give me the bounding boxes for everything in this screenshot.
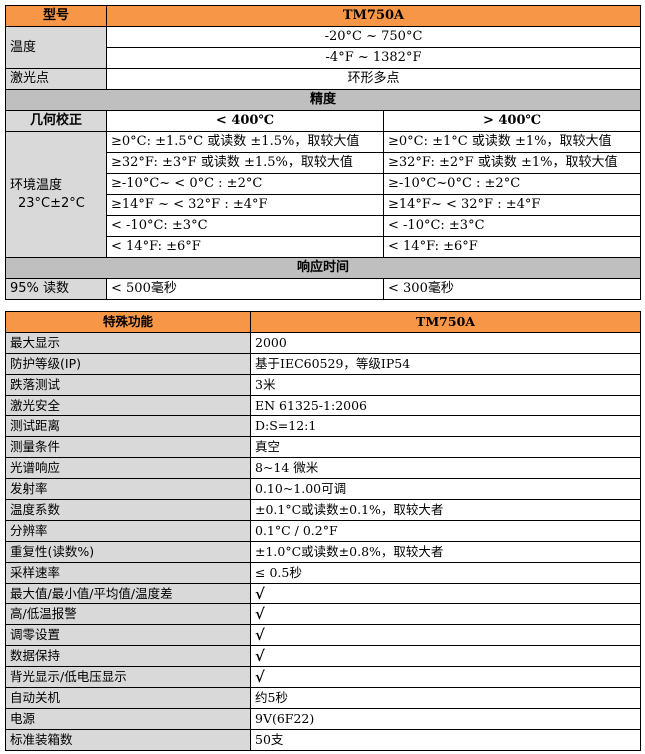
feature-value: 真空 — [250, 436, 641, 459]
feature-value: 2000 — [250, 331, 641, 354]
table-row: 激光安全 EN 61325-1:2006 — [5, 394, 641, 417]
feature-label: 重复性(读数%) — [5, 540, 251, 563]
table-row: 自动关机 约5秒 — [5, 687, 641, 709]
acc-low: ≥14°F ~ < 32°F : ±4°F — [106, 194, 384, 216]
table-row: 电源 9V(6F22) — [5, 707, 641, 730]
acc-high: ≥32°F: ±2°F 或读数 ±1%，取较大值 — [382, 152, 642, 174]
acc-low: < 14°F: ±6°F — [106, 236, 384, 258]
feature-value: √ — [250, 645, 641, 668]
response-title: 响应时间 — [4, 257, 642, 279]
env-label: 环境温度 — [10, 177, 63, 193]
feature-value: √ — [250, 582, 641, 605]
acc-high: < -10°C: ±3°C — [382, 215, 642, 237]
feature-label: 跌落测试 — [5, 373, 251, 396]
feature-label: 背光显示/低电压显示 — [5, 666, 251, 689]
feature-label: 激光安全 — [5, 394, 251, 417]
feature-label: 温度系数 — [5, 499, 251, 521]
acc-high: ≥14°F~ < 32°F : ±4°F — [382, 194, 642, 216]
feature-label: 测试距离 — [5, 415, 251, 438]
header-label: 型号 — [5, 5, 107, 27]
acc-low: ≥0°C: ±1.5°C 或读数 ±1.5%，取较大值 — [106, 131, 384, 153]
feature-label: 标准装箱数 — [5, 728, 251, 751]
feature-value: ±0.1°C或读数±0.1%，取较大者 — [250, 499, 641, 521]
env-cell: 环境温度 23°C±2°C — [5, 131, 107, 258]
feature-value: ≤ 0.5秒 — [250, 561, 641, 584]
acc-high: < 14°F: ±6°F — [382, 236, 642, 258]
table-row: 温度系数 ±0.1°C或读数±0.1%，取较大者 — [5, 499, 641, 521]
temperature-f: -4°F ~ 1382°F — [105, 47, 642, 69]
feature-value: D:S=12:1 — [250, 415, 641, 438]
table-row: 最大显示 2000 — [5, 331, 641, 354]
acc-high: ≥-10°C~0°C : ±2°C — [382, 173, 642, 195]
table-row: 防护等级(IP) 基于IEC60529，等级IP54 — [5, 352, 641, 375]
feature-label: 采样速率 — [5, 561, 251, 584]
feature-value: √ — [250, 603, 641, 626]
feature-value: ±1.0°C或读数±0.8%，取较大者 — [250, 540, 641, 563]
response-low: < 500毫秒 — [106, 278, 384, 300]
feature-value: 3米 — [250, 373, 641, 396]
temperature-label: 温度 — [5, 26, 107, 69]
acc-low: ≥-10°C~ < 0°C : ±2°C — [106, 173, 384, 195]
table-row: 分辨率 0.1°C / 0.2°F — [5, 519, 641, 542]
col-low: < 400℃ — [106, 110, 384, 132]
feature-value: 0.1°C / 0.2°F — [250, 519, 641, 542]
laser-label: 激光点 — [5, 68, 107, 90]
temperature-c: -20°C ~ 750°C — [105, 26, 642, 48]
table-row: 发射率 0.10~1.00可调 — [5, 478, 641, 501]
feature-value: EN 61325-1:2006 — [250, 394, 641, 417]
response-label: 95% 读数 — [5, 278, 107, 300]
feature-label: 防护等级(IP) — [5, 352, 251, 375]
feature-label: 分辨率 — [5, 519, 251, 542]
feature-value: 50支 — [250, 728, 641, 751]
feature-label: 最大值/最小值/平均值/温度差 — [5, 582, 251, 605]
table-row: 调零设置 √ — [5, 624, 641, 647]
feature-label: 高/低温报警 — [5, 603, 251, 626]
acc-low: ≥32°F: ±3°F 或读数 ±1.5%，取较大值 — [106, 152, 384, 174]
table-row: 重复性(读数%) ±1.0°C或读数±0.8%，取较大者 — [5, 540, 641, 563]
features-table: 特殊功能 TM750A 最大显示 2000 防护等级(IP) 基于IEC60529，等级… — [5, 311, 641, 751]
feature-value: 9V(6F22) — [250, 707, 641, 730]
table-header-row: 型号 TM750A — [5, 5, 642, 27]
feature-label: 光谱响应 — [5, 457, 251, 480]
feature-label: 数据保持 — [5, 645, 251, 668]
acc-high: ≥0°C: ±1°C 或读数 ±1%，取较大值 — [382, 131, 642, 153]
laser-value: 环形多点 — [105, 68, 642, 90]
feature-label: 电源 — [5, 707, 251, 730]
feature-label: 最大显示 — [5, 331, 251, 354]
table-row: 测量条件 真空 — [5, 436, 641, 459]
feature-value: 约5秒 — [250, 687, 641, 709]
feature-value: √ — [250, 666, 641, 689]
feature-label: 自动关机 — [5, 687, 251, 709]
table-row: 光谱响应 8~14 微米 — [5, 457, 641, 480]
feature-label: 调零设置 — [5, 624, 251, 647]
table-row: 测试距离 D:S=12:1 — [5, 415, 641, 438]
table-row: 数据保持 √ — [5, 645, 641, 668]
feature-label: 发射率 — [5, 478, 251, 501]
feature-value: 基于IEC60529，等级IP54 — [250, 352, 641, 375]
table-row: 跌落测试 3米 — [5, 373, 641, 396]
feature-label: 测量条件 — [5, 436, 251, 459]
table-row: 最大值/最小值/平均值/温度差 √ — [5, 582, 641, 605]
accuracy-title: 精度 — [4, 89, 642, 111]
feature-value: 0.10~1.00可调 — [250, 478, 641, 501]
table-row: 背光显示/低电压显示 √ — [5, 666, 641, 689]
feature-value: √ — [250, 624, 641, 647]
features-header-label: 特殊功能 — [5, 311, 251, 333]
table-row: 采样速率 ≤ 0.5秒 — [5, 561, 641, 584]
col-high: > 400℃ — [382, 110, 642, 132]
response-high: < 300毫秒 — [382, 278, 642, 300]
table-row: 高/低温报警 √ — [5, 603, 641, 626]
geo-label: 几何校正 — [5, 110, 107, 132]
feature-value: 8~14 微米 — [250, 457, 641, 480]
env-value: 23°C±2°C — [18, 195, 85, 211]
acc-low: < -10°C: ±3°C — [106, 215, 384, 237]
header-model: TM750A — [105, 5, 642, 27]
specs-table: 型号 TM750A 温度 -20°C ~ 750°C -4°F ~ 1382°F 激… — [4, 5, 642, 300]
table-row: 标准装箱数 50支 — [5, 728, 641, 751]
features-header-model: TM750A — [250, 311, 641, 333]
